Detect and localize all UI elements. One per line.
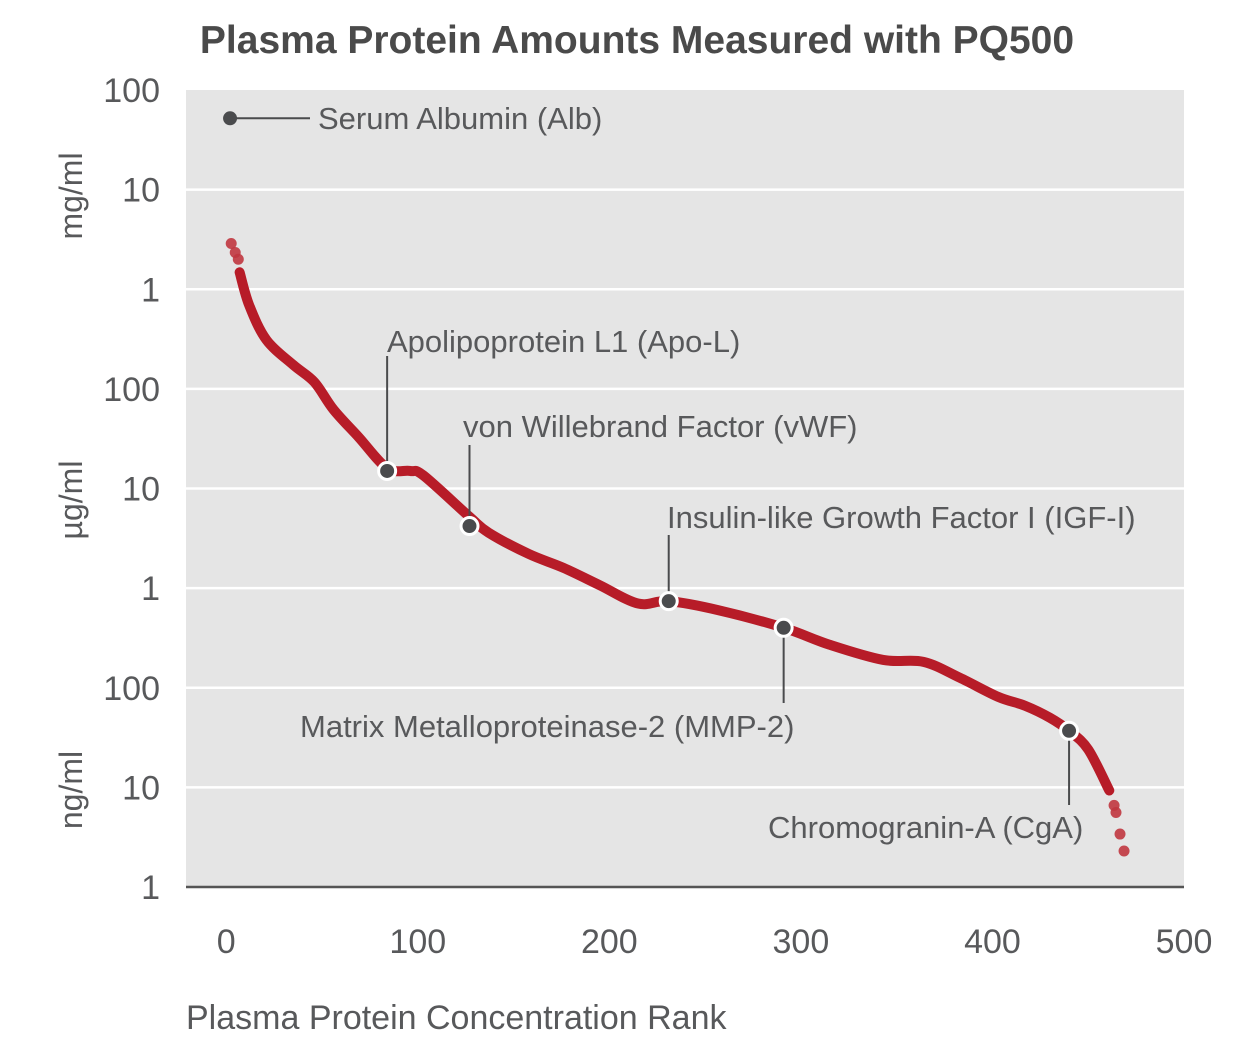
y-tick-label: 100 — [103, 371, 160, 409]
y-tick-label: 100 — [103, 72, 160, 110]
x-tick-label: 300 — [773, 923, 830, 961]
annotation-marker — [658, 591, 679, 612]
x-tick-label: 200 — [581, 923, 638, 961]
scatter-point — [1114, 828, 1126, 840]
chart-title: Plasma Protein Amounts Measured with PQ5… — [200, 19, 1074, 62]
x-tick-label: 500 — [1156, 923, 1213, 961]
y-unit-ng: ng/ml — [53, 751, 89, 829]
annotations: Serum Albumin (Alb) Apolipoprotein L1 (Ap… — [223, 101, 1136, 845]
annotation-label: von Willebrand Factor (vWF) — [463, 409, 857, 444]
y-tick-label: 10 — [122, 172, 160, 210]
annotation-marker — [223, 111, 238, 126]
scatter-point — [1110, 806, 1122, 818]
y-tick-label: 1 — [141, 570, 160, 608]
x-axis-label: Plasma Protein Concentration Rank — [186, 999, 727, 1037]
x-tick-label: 400 — [964, 923, 1021, 961]
annotation-label: Serum Albumin (Alb) — [318, 101, 602, 136]
scatter-point — [1118, 845, 1130, 857]
y-tick-label: 1 — [141, 271, 160, 309]
annotation-marker — [377, 460, 398, 481]
y-unit-mg: mg/ml — [53, 152, 89, 239]
y-tick-label: 10 — [122, 769, 160, 807]
x-tick-label: 100 — [389, 923, 446, 961]
annotation-label: Matrix Metalloproteinase-2 (MMP-2) — [300, 709, 794, 744]
y-tick-label: 100 — [103, 670, 160, 708]
annotation-label: Chromogranin-A (CgA) — [768, 810, 1083, 845]
y-tick-label: 10 — [122, 471, 160, 509]
scatter-point — [225, 237, 237, 249]
annotation-marker — [773, 617, 794, 638]
y-tick-labels: 1 10 100 1 10 100 1 10 100 — [103, 72, 160, 907]
x-tick-label: 0 — [217, 923, 236, 961]
y-tick-label: 1 — [141, 869, 160, 907]
x-tick-labels: 0 100 200 300 400 500 — [217, 923, 1213, 961]
annotation-label: Apolipoprotein L1 (Apo-L) — [387, 324, 740, 359]
y-unit-ug: µg/ml — [53, 461, 89, 540]
series-curve — [234, 267, 1115, 796]
scatter-points — [225, 237, 1130, 857]
annotation-label: Insulin-like Growth Factor I (IGF-I) — [667, 500, 1136, 535]
annotation-marker — [1059, 720, 1080, 741]
scatter-point — [232, 253, 244, 265]
grid-lines — [186, 188, 1184, 789]
annotation-marker — [459, 516, 480, 537]
